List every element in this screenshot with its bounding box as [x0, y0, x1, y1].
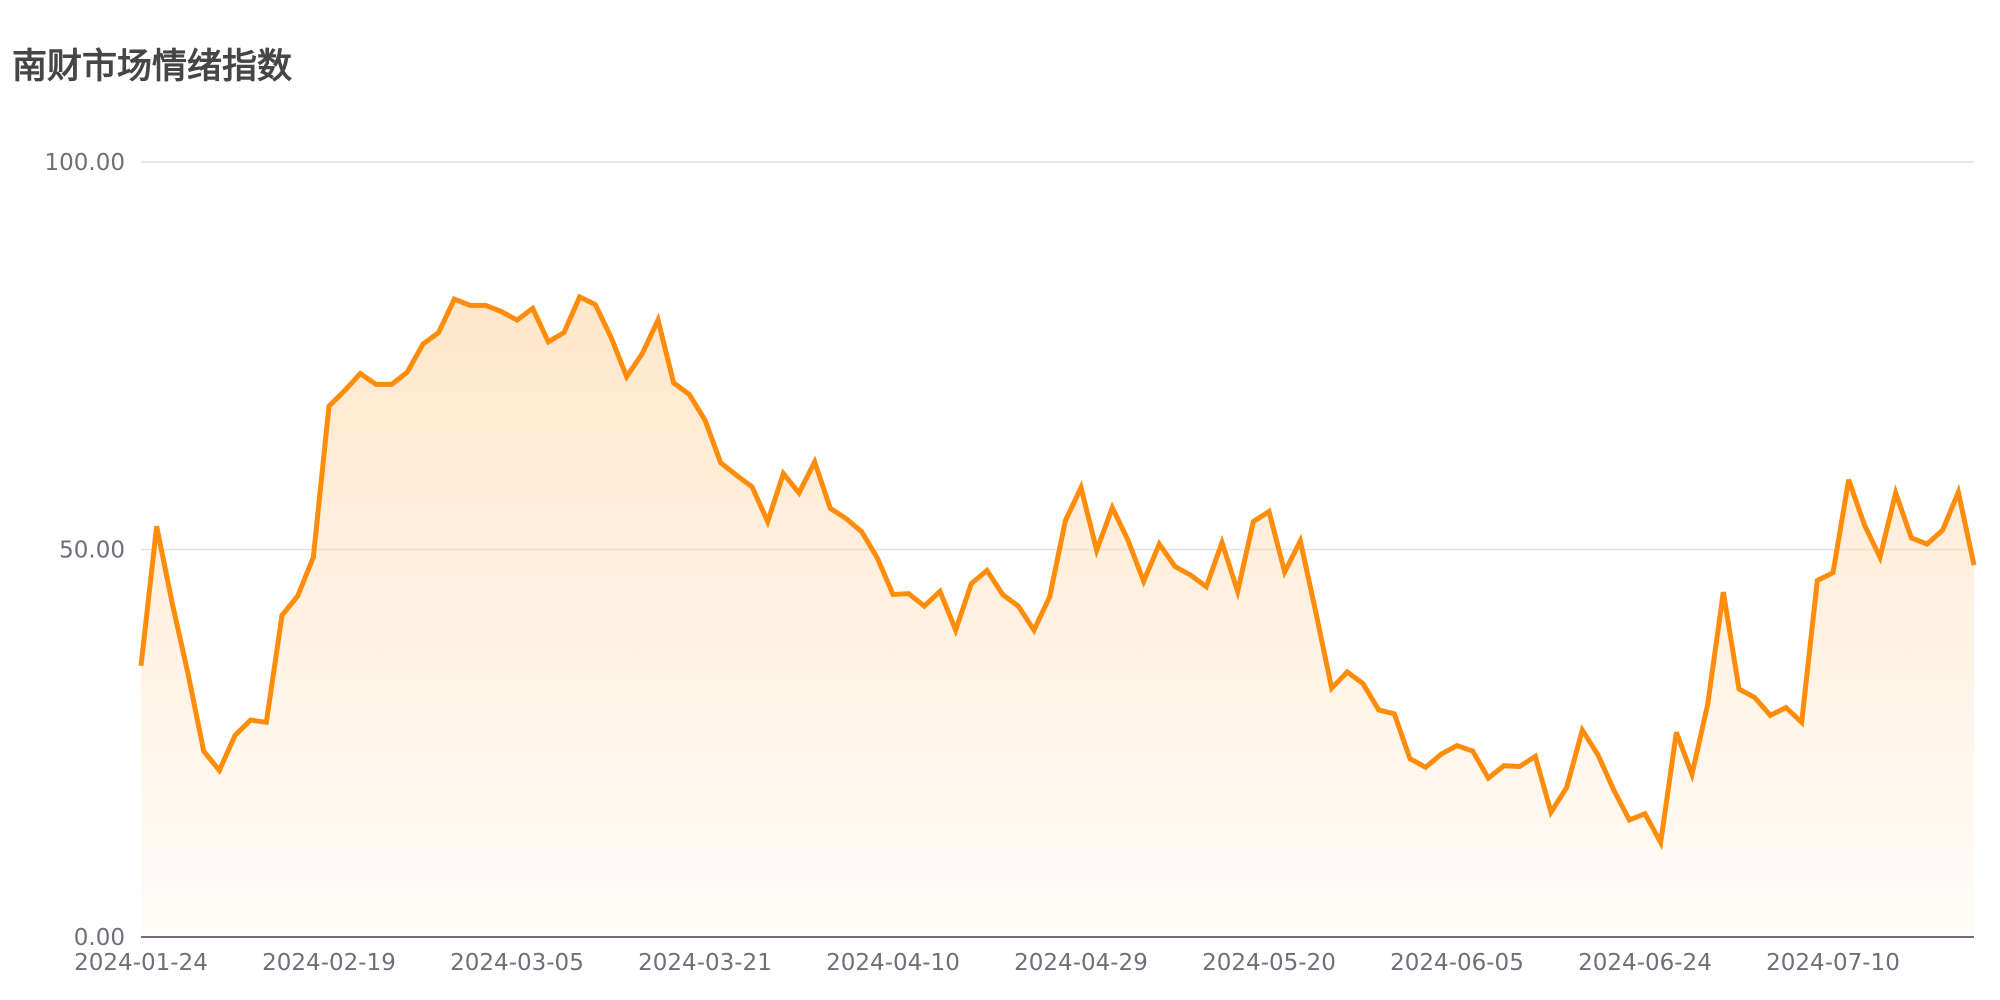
- x-tick-label: 2024-05-20: [1202, 950, 1336, 976]
- x-tick-label: 2024-07-10: [1766, 950, 1900, 976]
- chart-title: 南财市场情绪指数: [12, 47, 293, 87]
- x-tick-label: 2024-04-10: [826, 950, 960, 976]
- series-line: [138, 293, 1977, 851]
- area-fill-path: [141, 296, 1974, 938]
- x-tick-label: 2024-01-24: [74, 950, 208, 976]
- x-tick-label: 2024-04-29: [1014, 950, 1148, 976]
- y-tick-label: 0.00: [74, 925, 125, 951]
- series-line-path: [138, 293, 1977, 851]
- x-tick-label: 2024-06-05: [1390, 950, 1524, 976]
- x-tick-label: 2024-02-19: [262, 950, 396, 976]
- x-axis-labels: 2024-01-24 2024-02-19 2024-03-05 2024-03-21…: [74, 950, 1900, 976]
- y-axis-labels: 0.00 50.00 100.00: [45, 150, 125, 951]
- x-tick-label: 2024-06-24: [1578, 950, 1712, 976]
- y-tick-label: 100.00: [45, 150, 125, 176]
- y-tick-label: 50.00: [59, 538, 125, 564]
- x-tick-label: 2024-03-05: [450, 950, 584, 976]
- x-tick-label: 2024-03-21: [638, 950, 772, 976]
- area-fill: [141, 296, 1974, 938]
